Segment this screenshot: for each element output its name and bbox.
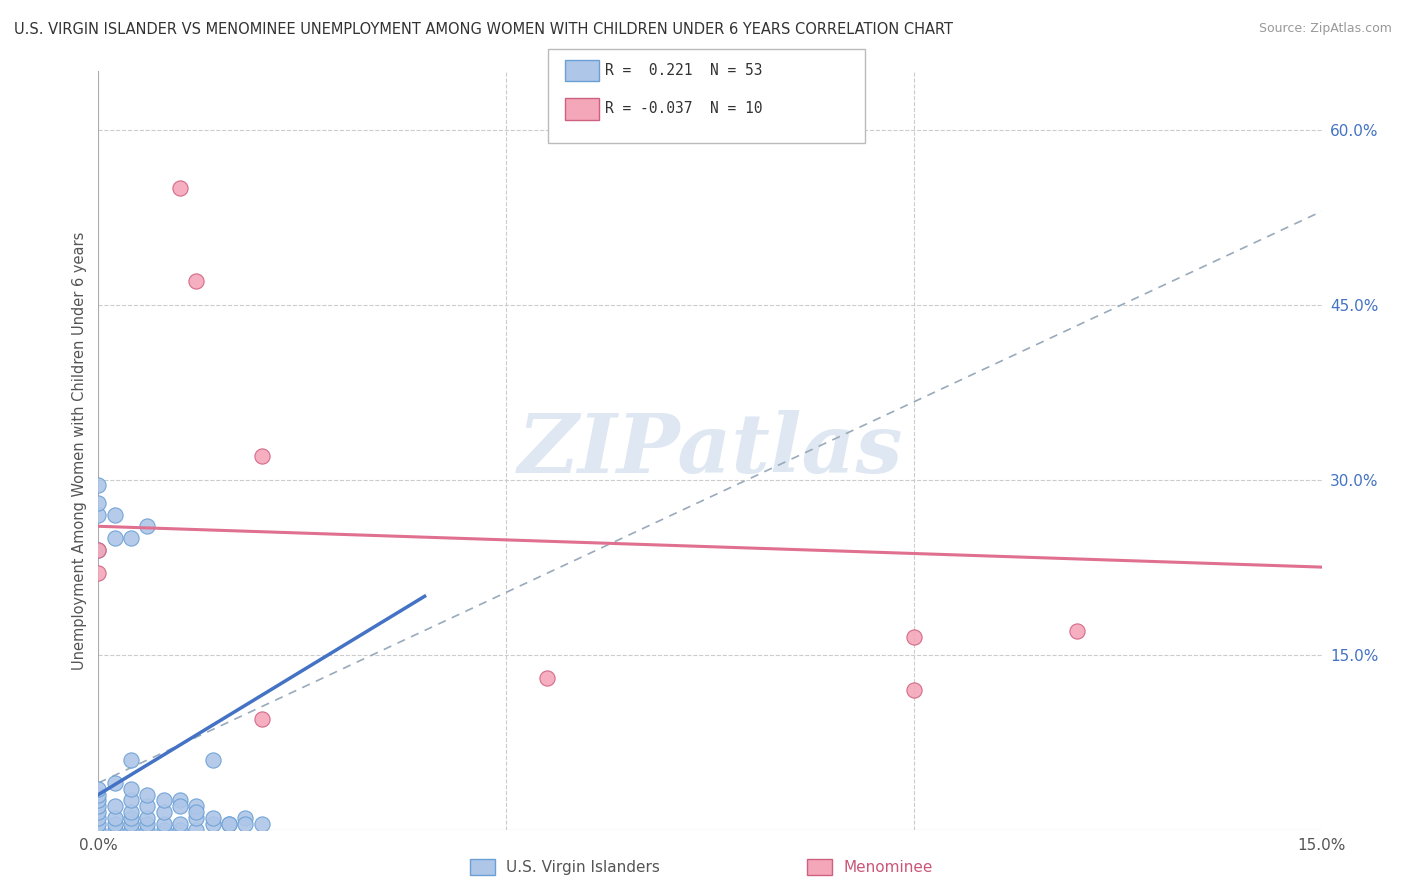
Point bbox=[536, 671, 558, 685]
Point bbox=[186, 811, 208, 825]
Point bbox=[186, 805, 208, 819]
Point bbox=[1066, 624, 1088, 639]
Point bbox=[120, 793, 142, 807]
Point bbox=[120, 753, 142, 767]
Point bbox=[120, 811, 142, 825]
Point bbox=[120, 805, 142, 819]
Point bbox=[250, 712, 273, 726]
Point bbox=[233, 811, 256, 825]
Point bbox=[87, 805, 110, 819]
Point bbox=[87, 781, 110, 796]
Point bbox=[104, 508, 127, 522]
Point bbox=[169, 822, 191, 837]
Point bbox=[87, 508, 110, 522]
Point bbox=[136, 799, 159, 814]
Point bbox=[201, 816, 224, 830]
Point bbox=[136, 816, 159, 830]
Point bbox=[903, 682, 925, 697]
Point bbox=[87, 811, 110, 825]
Text: Menominee: Menominee bbox=[844, 860, 934, 874]
Point bbox=[169, 799, 191, 814]
Point bbox=[169, 816, 191, 830]
Point bbox=[87, 542, 110, 557]
Text: U.S. Virgin Islanders: U.S. Virgin Islanders bbox=[506, 860, 659, 874]
Point bbox=[169, 793, 191, 807]
Point bbox=[104, 531, 127, 545]
Y-axis label: Unemployment Among Women with Children Under 6 years: Unemployment Among Women with Children U… bbox=[72, 231, 87, 670]
Point bbox=[152, 822, 174, 837]
Point bbox=[87, 816, 110, 830]
Point bbox=[104, 816, 127, 830]
Point bbox=[903, 630, 925, 644]
Point bbox=[218, 816, 240, 830]
Point bbox=[136, 788, 159, 802]
Point bbox=[201, 811, 224, 825]
Text: R =  0.221  N = 53: R = 0.221 N = 53 bbox=[605, 63, 762, 78]
Point bbox=[104, 776, 127, 790]
Text: ZIPatlas: ZIPatlas bbox=[517, 410, 903, 491]
Text: U.S. VIRGIN ISLANDER VS MENOMINEE UNEMPLOYMENT AMONG WOMEN WITH CHILDREN UNDER 6: U.S. VIRGIN ISLANDER VS MENOMINEE UNEMPL… bbox=[14, 22, 953, 37]
Point bbox=[104, 811, 127, 825]
Point bbox=[201, 753, 224, 767]
Point bbox=[186, 799, 208, 814]
Point bbox=[120, 822, 142, 837]
Point bbox=[152, 793, 174, 807]
Point bbox=[87, 542, 110, 557]
Point bbox=[87, 799, 110, 814]
Point bbox=[87, 496, 110, 510]
Point bbox=[120, 531, 142, 545]
Point bbox=[169, 181, 191, 195]
Point bbox=[120, 816, 142, 830]
Text: R = -0.037  N = 10: R = -0.037 N = 10 bbox=[605, 102, 762, 116]
Point bbox=[136, 811, 159, 825]
Point bbox=[152, 816, 174, 830]
Point bbox=[250, 816, 273, 830]
Point bbox=[87, 566, 110, 580]
Point bbox=[152, 805, 174, 819]
Point bbox=[87, 788, 110, 802]
Point bbox=[87, 478, 110, 492]
Point bbox=[233, 816, 256, 830]
Point bbox=[186, 274, 208, 288]
Point bbox=[250, 450, 273, 464]
Point bbox=[136, 822, 159, 837]
Point bbox=[87, 793, 110, 807]
Point bbox=[87, 822, 110, 837]
Point bbox=[218, 816, 240, 830]
Text: Source: ZipAtlas.com: Source: ZipAtlas.com bbox=[1258, 22, 1392, 36]
Point bbox=[104, 822, 127, 837]
Point bbox=[120, 781, 142, 796]
Point bbox=[186, 822, 208, 837]
Point bbox=[136, 519, 159, 533]
Point bbox=[104, 799, 127, 814]
